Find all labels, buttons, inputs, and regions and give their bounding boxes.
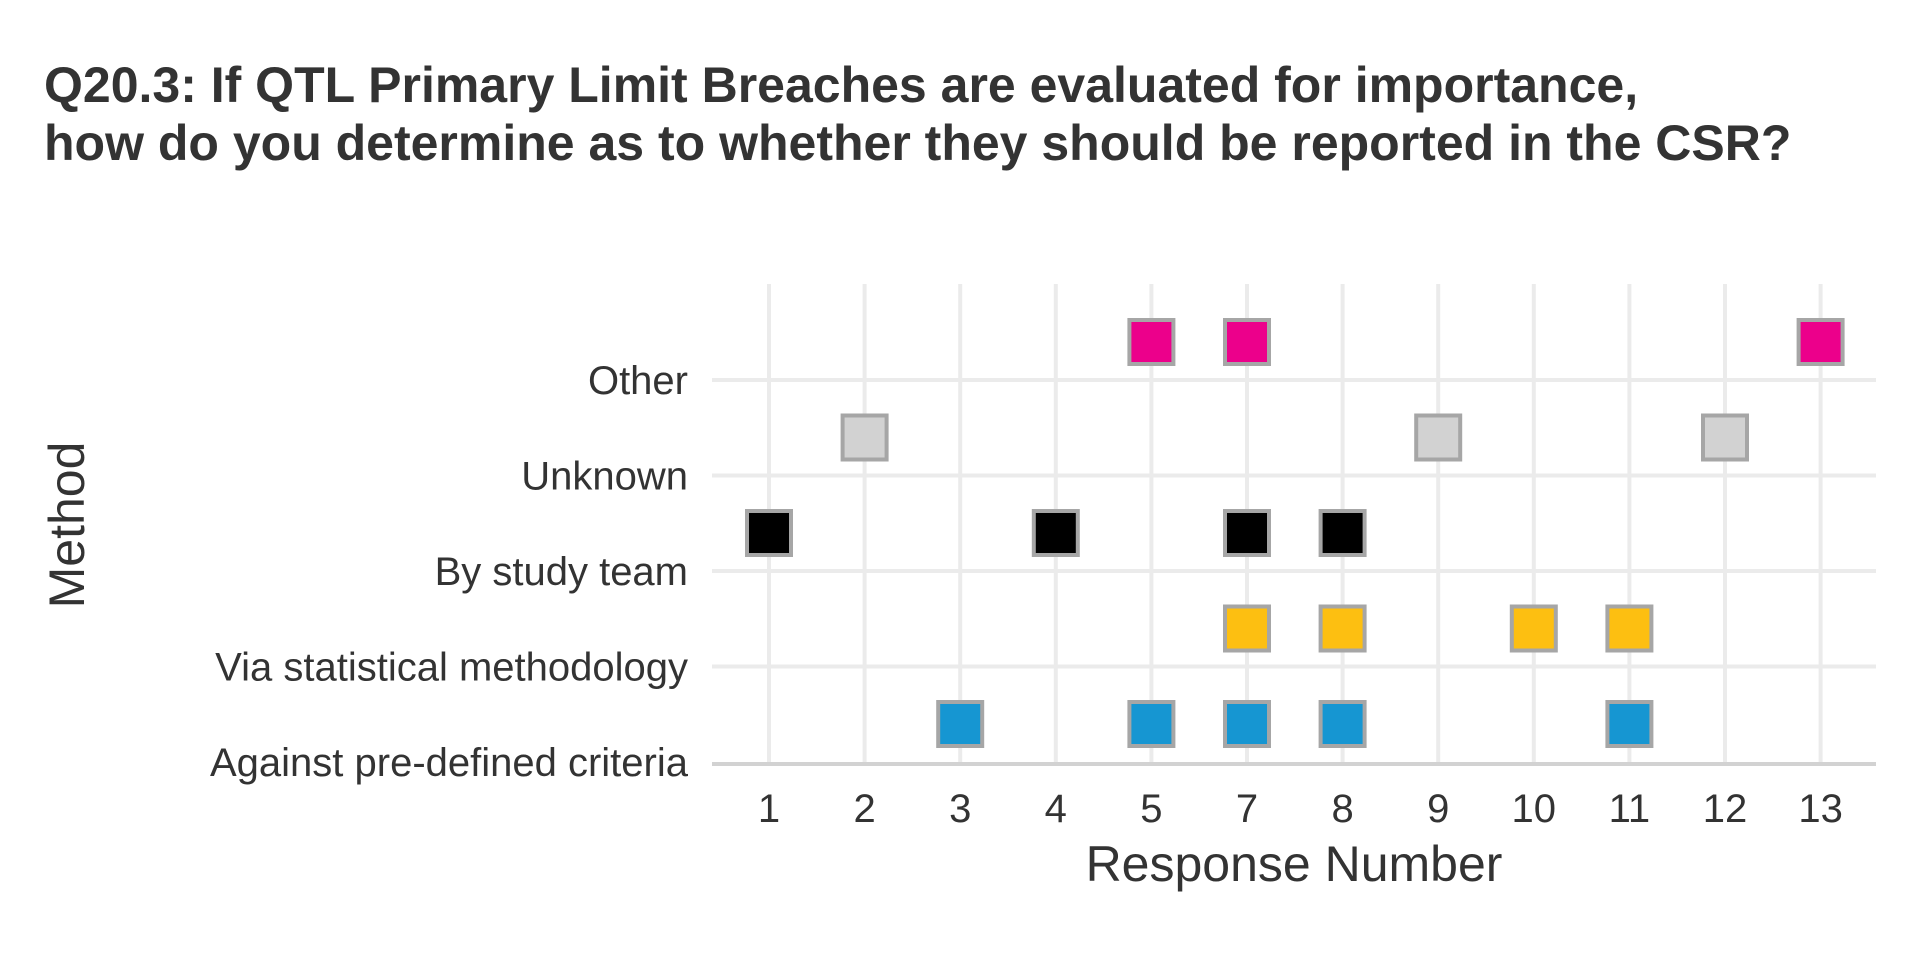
data-point-square — [1223, 318, 1271, 366]
x-tick-label: 12 — [1703, 787, 1748, 831]
x-tick-label: 5 — [1140, 787, 1162, 831]
x-tick-label: 4 — [1045, 787, 1067, 831]
data-point-square — [1605, 604, 1654, 653]
data-point-square — [745, 509, 793, 557]
data-point-square — [936, 700, 985, 748]
x-tick-labels: 1 2 3 4 5 7 8 9 10 11 12 13 — [758, 787, 1843, 831]
data-point-square — [1031, 509, 1080, 557]
x-tick-label: 2 — [853, 787, 875, 831]
x-axis-title: Response Number — [1086, 836, 1503, 892]
data-point-square — [1223, 509, 1271, 557]
x-tick-label: 3 — [949, 787, 971, 831]
y-axis-title: Method — [39, 442, 95, 609]
data-point-square — [1127, 700, 1176, 748]
chart-title-line-1: Q20.3: If QTL Primary Limit Breaches are… — [44, 57, 1639, 113]
grid-lines — [712, 284, 1876, 766]
data-point-square — [1796, 318, 1845, 366]
data-point-square — [1318, 700, 1367, 748]
x-tick-label: 13 — [1798, 787, 1843, 831]
data-point-square — [1701, 413, 1749, 462]
data-marks — [745, 318, 1845, 748]
data-point-square — [1223, 700, 1271, 748]
x-tick-label: 11 — [1609, 787, 1651, 831]
y-tick-label: Other — [588, 359, 688, 403]
y-tick-label: By study team — [435, 550, 688, 594]
y-tick-label: Via statistical methodology — [215, 646, 688, 690]
y-tick-label: Against pre-defined criteria — [210, 741, 689, 785]
x-tick-label: 10 — [1512, 787, 1557, 831]
data-point-square — [1318, 604, 1367, 653]
data-point-square — [1509, 604, 1558, 653]
chart-title: Q20.3: If QTL Primary Limit Breaches are… — [44, 56, 1904, 172]
y-tick-label: Unknown — [521, 455, 688, 499]
x-tick-label: 1 — [758, 787, 780, 831]
data-point-square — [1318, 509, 1367, 557]
x-tick-label: 8 — [1331, 787, 1353, 831]
data-point-square — [1605, 700, 1654, 748]
data-point-square — [840, 413, 889, 462]
y-tick-labels: Against pre-defined criteria Via statisti… — [210, 359, 689, 785]
data-point-square — [1414, 413, 1463, 462]
x-tick-label: 9 — [1427, 787, 1449, 831]
data-point-square — [1223, 604, 1271, 653]
x-tick-label: 7 — [1236, 787, 1258, 831]
data-point-square — [1127, 318, 1176, 366]
chart-title-line-2: how do you determine as to whether they … — [44, 115, 1792, 171]
